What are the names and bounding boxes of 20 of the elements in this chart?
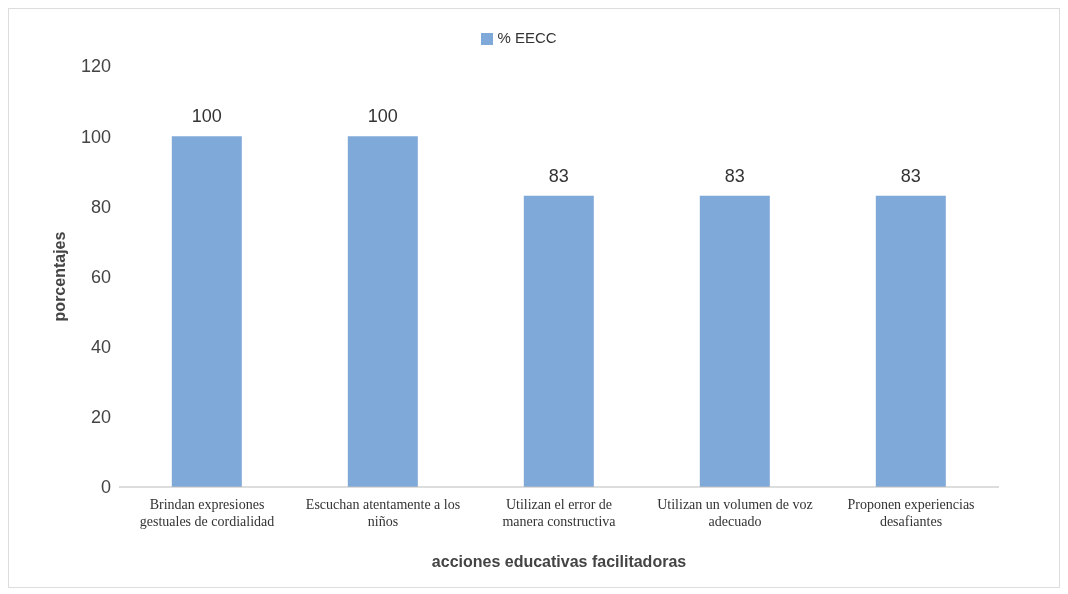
y-tick-label: 20 [90,407,111,428]
x-tick-label: Escuchan atentamente a los niños [305,497,461,529]
x-axis-title: acciones educativas facilitadoras [431,553,687,570]
y-tick-label: 120 [80,56,111,77]
x-tick-label: Proponen experiencias desafiantes [847,497,975,529]
y-tick-label: 80 [90,196,111,217]
x-tick-label: Brindan expresiones gestuales de cordialidad [139,497,275,529]
y-tick-label: 100 [80,126,111,147]
y-tick-label: 60 [90,266,111,287]
data-label: 83 [548,165,569,186]
y-axis-title: porcentajes [50,231,68,322]
data-label: 100 [367,106,398,127]
data-label: 83 [724,165,745,186]
y-tick-label: 40 [90,337,111,358]
legend-label: % EECC [497,29,557,46]
data-label: 83 [900,165,921,186]
x-tick-label: Utilizan el error de manera constructiva [502,497,617,529]
data-label: 100 [191,106,222,127]
y-tick-label: 0 [100,477,111,498]
x-tick-label: Utilizan un volumen de voz adecuado [657,497,813,529]
